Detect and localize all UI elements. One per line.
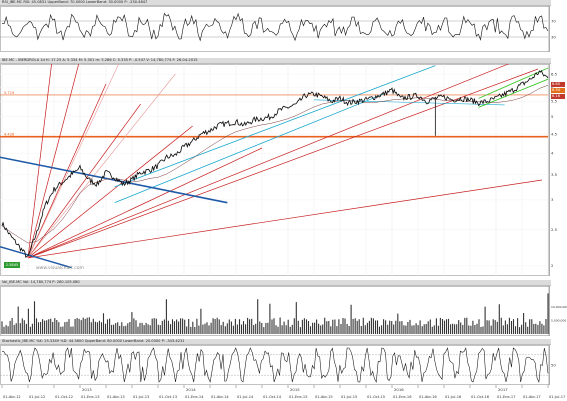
fan-line [27,147,263,259]
time-axis-label: 01-Oct-14 [263,395,282,399]
time-axis-label: 01-Jul-15 [341,395,357,399]
price-y-tick: 3 [551,197,554,202]
rsi-line [1,12,549,42]
fan-line [27,179,543,259]
time-axis-label: 01-Ene-16 [393,395,412,399]
level-label-upper: 5.719 [4,91,15,95]
volume-header: Vol_IBE.MC Vol: 14,780,774 P: 260.105.08… [2,280,80,284]
price-y-tick: 3.5 [551,172,558,177]
time-axis-label: 01-Abr-17 [523,395,541,399]
trendline-blue-low [0,246,72,269]
volume-bars [1,293,549,334]
fan-line [27,64,52,258]
time-axis-label: 01-Abr-13 [107,395,125,399]
trendline-blue [0,156,228,204]
price-frame [0,64,550,276]
value-tag-2: 6.34 [551,88,565,93]
price-y-tick: 2.5 [551,227,558,232]
time-axis-label: 01-Jul-14 [237,395,254,399]
time-axis-label: 01-Oct-15 [367,395,385,399]
level-label-lower: 4.426 [4,132,15,136]
channel-line-lower [114,93,384,204]
year-label: 2015 [290,387,300,392]
stochastic-y-tick: 50 [551,362,556,367]
volume-y-tick: 10,000,000 [551,305,567,309]
fan-line [27,125,193,259]
volume-y-tick: 5,000,000 [551,319,566,323]
price-y-tick: 4.5 [551,131,558,136]
rsi-y-tick: 30 [551,34,556,39]
time-axis-label: 01-Jul-13 [133,395,149,399]
stochastic-header-bar [0,339,551,345]
year-label: 2017 [498,387,508,392]
time-axis-label: 01-Abr-16 [419,395,437,399]
time-axis-label: 01-Abr-15 [315,395,333,399]
start-badge: 2.5845 [4,262,20,268]
price-y-tick: 6.5 [551,71,558,76]
time-axis-label: 01-Abr-14 [211,395,229,399]
fan-line [27,64,80,259]
time-axis-label: 01-Abr-12 [3,395,21,399]
stochastic-header: Stochastic_IBE.MC %K: 25.3349 %D: 44.560… [2,339,185,343]
time-axis: 01-Abr-12 01-Jul-12 01-Oct-12 01-Ene-13 01-A… [1,385,565,399]
price-y-tick: 5 [551,114,554,119]
rsi-header-bar [0,0,551,6]
time-axis-label: 01-Oct-12 [55,395,73,399]
time-axis-label: 01-Ene-15 [289,395,308,399]
price-line [1,69,549,258]
time-axis-label: 01-Ene-13 [81,395,100,399]
stochastic-panel[interactable]: 50 [0,345,567,385]
price-y-tick: 4 [551,150,554,155]
year-label: 2016 [394,387,404,392]
value-tag-3: 6.16 [551,94,565,99]
rsi-y-tick: 70 [551,18,556,23]
stochastic-frame [0,345,550,385]
fan-line-light [27,73,176,259]
rsi-frame [0,6,550,52]
time-axis-label: 01-Oct-16 [471,395,490,399]
year-label: 2013 [82,387,92,392]
fan-line [27,103,141,259]
stochastic-k-line [1,347,549,384]
green-channel-lower [478,78,549,108]
time-axis-label: 01-Ene-14 [185,395,204,399]
volume-header-bar [0,280,551,286]
rsi-header: RSI_IBE.MC RSI: 45.0831 UpperBand: 70.00… [2,0,148,4]
watermark: www.visualchart.com [36,266,84,271]
price-header-bar [0,58,551,64]
time-axis-label: 01-Jul-12 [29,395,45,399]
price-y-tick: 5.5 [551,99,558,104]
volume-frame [0,286,550,336]
price-header: IBE.MC - IBERDROLA 1d H: 17.25 A: 5.334 … [2,58,198,62]
volume-panel[interactable]: 10,000,000 5,000,000 [0,286,567,336]
time-axis-label: 01-Jul-16 [445,395,462,399]
value-tag-1: 6.60 [551,82,565,87]
fan-line [27,64,510,259]
fan-line-light [27,64,119,259]
year-label: 2014 [186,387,196,392]
channel-line-upper [114,65,436,188]
time-axis-label: 01-Jul-17 [549,395,565,399]
time-axis-label: 01-Ene-17 [497,395,516,399]
price-y-tick: 2 [551,263,554,268]
time-axis-label: 01-Oct-13 [159,395,177,399]
rsi-panel[interactable]: 30 70 [0,6,567,52]
